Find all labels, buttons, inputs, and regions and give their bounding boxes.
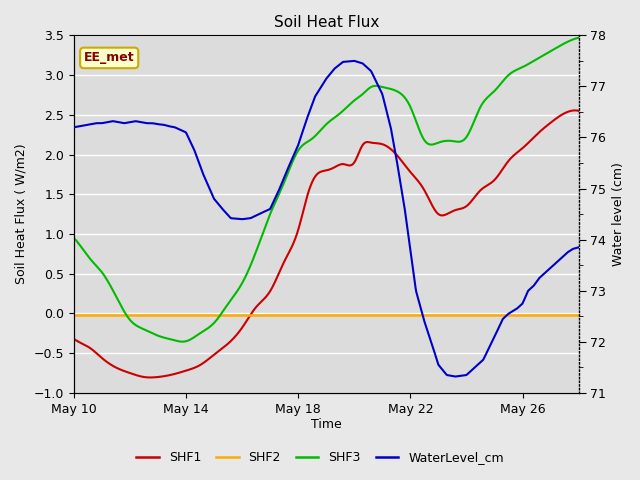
Legend: SHF1, SHF2, SHF3, WaterLevel_cm: SHF1, SHF2, SHF3, WaterLevel_cm <box>131 446 509 469</box>
X-axis label: Time: Time <box>311 419 342 432</box>
Y-axis label: Water level (cm): Water level (cm) <box>612 162 625 266</box>
Text: EE_met: EE_met <box>84 51 134 64</box>
Title: Soil Heat Flux: Soil Heat Flux <box>273 15 379 30</box>
Y-axis label: Soil Heat Flux ( W/m2): Soil Heat Flux ( W/m2) <box>15 144 28 285</box>
